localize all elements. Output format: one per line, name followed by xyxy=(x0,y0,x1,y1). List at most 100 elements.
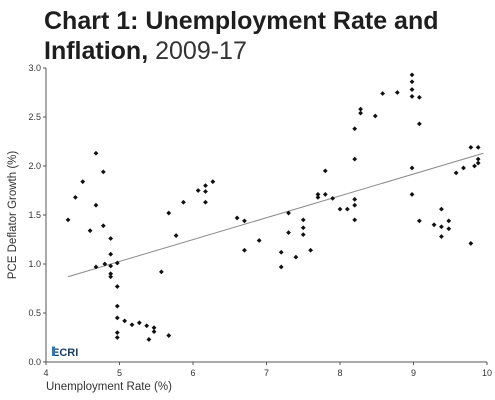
data-point xyxy=(102,261,108,267)
data-point xyxy=(158,269,164,275)
ecri-logo-accent xyxy=(52,346,55,356)
data-point xyxy=(409,72,415,78)
data-point xyxy=(136,320,142,326)
data-point xyxy=(468,144,474,150)
x-tick-label: 8 xyxy=(337,368,342,378)
x-tick-label: 6 xyxy=(190,368,195,378)
data-point xyxy=(431,222,437,228)
y-tick-label: 1.5 xyxy=(28,210,41,220)
data-point xyxy=(322,192,328,197)
data-point xyxy=(409,165,415,171)
data-point xyxy=(203,183,208,188)
data-point xyxy=(114,335,120,340)
data-point xyxy=(242,247,247,253)
y-tick-label: 1.0 xyxy=(28,259,41,269)
data-point xyxy=(87,228,93,234)
data-point xyxy=(73,194,78,200)
data-point xyxy=(372,113,378,119)
data-point xyxy=(416,218,422,224)
data-point xyxy=(439,234,444,239)
x-tick-label: 5 xyxy=(117,368,122,378)
axis-labels: Unemployment Rate (%) PCE Deflator Growth… xyxy=(7,151,172,393)
data-point xyxy=(166,210,172,216)
scatter-points xyxy=(65,72,481,342)
data-point xyxy=(108,251,114,257)
data-point xyxy=(286,210,291,216)
data-point xyxy=(315,194,321,200)
chart-title-years: 2009-17 xyxy=(155,37,247,65)
data-point xyxy=(256,238,262,243)
data-point xyxy=(475,156,481,162)
data-point xyxy=(330,195,336,201)
data-point xyxy=(108,271,114,277)
data-point xyxy=(394,90,400,95)
data-point xyxy=(352,202,358,208)
x-tick-label: 4 xyxy=(43,368,48,378)
data-point xyxy=(409,94,415,99)
data-point xyxy=(210,179,216,185)
data-point xyxy=(93,264,99,270)
data-point xyxy=(108,263,114,269)
data-point xyxy=(416,121,422,127)
data-point xyxy=(472,163,477,169)
data-point xyxy=(352,126,358,132)
data-point xyxy=(358,106,363,112)
data-point xyxy=(122,318,128,324)
data-point xyxy=(461,165,466,171)
data-point xyxy=(114,315,120,321)
data-point xyxy=(108,274,114,280)
chart-axes: 0.0 0.5 1.0 1.5 2.0 2.5 3.0 4 5 6 7 8 9 10 xyxy=(28,63,492,378)
data-point xyxy=(203,189,208,194)
y-tick-label: 0.0 xyxy=(28,357,41,367)
data-point xyxy=(475,144,481,150)
data-point xyxy=(475,160,481,166)
data-point xyxy=(93,150,99,156)
data-point xyxy=(308,247,313,253)
data-point xyxy=(293,254,299,260)
data-point xyxy=(409,79,415,85)
ecri-logo: ECRI xyxy=(52,346,78,359)
y-axis-label: PCE Deflator Growth (%) xyxy=(7,151,19,280)
y-tick-label: 2.0 xyxy=(28,161,41,171)
data-point xyxy=(322,168,328,174)
y-tick-label: 3.0 xyxy=(28,63,41,73)
data-point xyxy=(344,206,350,212)
data-point xyxy=(352,156,358,162)
data-point xyxy=(352,217,358,223)
data-point xyxy=(315,192,321,197)
x-tick-label: 7 xyxy=(264,368,269,378)
data-point xyxy=(114,260,120,266)
data-point xyxy=(146,337,152,342)
data-point xyxy=(278,264,284,270)
chart-title: Chart 1: Unemployment Rate and Inflation… xyxy=(44,6,484,66)
data-point xyxy=(144,323,150,329)
data-point xyxy=(195,188,201,193)
x-tick-label: 9 xyxy=(411,368,416,378)
data-point xyxy=(468,241,474,246)
trendline-group xyxy=(67,152,484,278)
data-point xyxy=(300,217,306,223)
trendline xyxy=(67,152,484,278)
data-point xyxy=(453,170,459,176)
data-point xyxy=(286,230,291,236)
data-point xyxy=(114,303,120,309)
data-point xyxy=(242,218,247,224)
data-point xyxy=(151,325,157,331)
y-tick-label: 2.5 xyxy=(28,112,41,122)
data-point xyxy=(409,87,415,92)
data-point xyxy=(100,223,106,229)
data-point xyxy=(358,110,363,116)
data-point xyxy=(380,91,386,96)
data-point xyxy=(114,330,120,335)
data-point xyxy=(439,206,444,212)
data-point xyxy=(439,224,444,230)
x-tick-label: 10 xyxy=(482,368,492,378)
data-point xyxy=(93,202,99,208)
data-point xyxy=(300,225,306,231)
data-point xyxy=(446,226,452,232)
data-point xyxy=(278,249,284,255)
data-point xyxy=(100,169,106,175)
data-point xyxy=(151,329,157,335)
data-point xyxy=(203,199,208,205)
